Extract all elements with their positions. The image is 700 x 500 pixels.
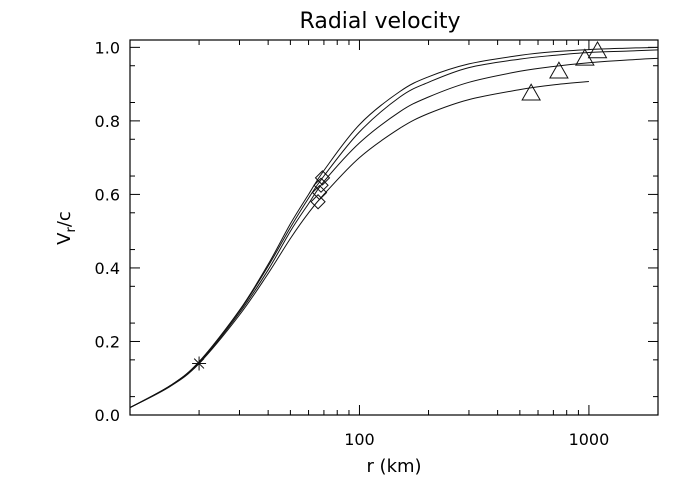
axis-tick-labels: 0.0 0.2 0.4 0.6 0.8 1.0 100 1000 (95, 38, 610, 449)
plot-frame (129, 39, 659, 416)
triangle-marker (549, 61, 569, 79)
y-tick-label: 0.2 (95, 332, 120, 351)
triangle-marker (521, 83, 542, 101)
y-tick-label: 0.8 (95, 112, 120, 131)
x-tick-label: 100 (344, 430, 375, 449)
y-axis-label-subscript: r (64, 227, 79, 233)
y-tick-label: 0.4 (95, 259, 120, 278)
x-axis-label: r (km) (366, 456, 421, 477)
y-axis-label: Vr/c (54, 211, 79, 245)
triangle-marker (574, 48, 595, 66)
y-tick-label: 1.0 (95, 38, 120, 57)
data-markers (192, 41, 608, 371)
series-line-curve-2 (129, 49, 659, 409)
y-axis-label-main: V (54, 232, 75, 245)
diamond-marker (314, 170, 331, 186)
triangle-marker (587, 41, 608, 59)
y-tick-label: 0.0 (95, 406, 120, 425)
axis-ticks (129, 40, 659, 416)
x-tick-label: 1000 (569, 430, 610, 449)
diamond-marker (313, 177, 329, 193)
diamond-marker (310, 194, 326, 210)
series-line-curve-4 (129, 81, 589, 409)
y-tick-label: 0.6 (95, 185, 120, 204)
y-axis-label-rest: /c (54, 211, 75, 227)
series-line-curve-3 (129, 57, 659, 409)
chart-title: Radial velocity (300, 9, 461, 34)
asterisk-marker (192, 356, 207, 371)
diamond-marker (311, 184, 328, 201)
series-lines (129, 46, 659, 409)
